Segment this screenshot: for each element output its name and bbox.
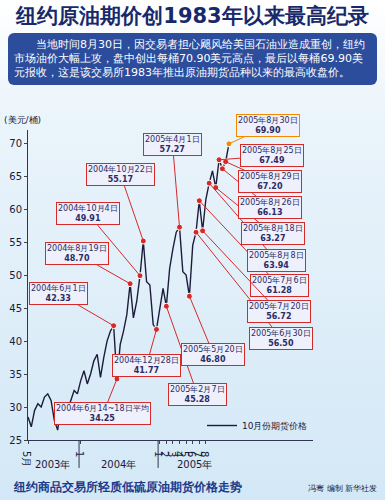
svg-text:1: 1 (74, 451, 85, 457)
svg-text:50: 50 (9, 270, 22, 281)
svg-text:2005年8月26日66.13: 2005年8月26日66.13 (240, 198, 300, 217)
svg-text:40: 40 (9, 336, 22, 347)
svg-text:2005年8月30日69.90: 2005年8月30日69.90 (238, 116, 298, 135)
svg-text:1: 1 (153, 451, 164, 457)
svg-text:2005年2月7日45.28: 2005年2月7日45.28 (170, 385, 225, 404)
svg-text:2004年: 2004年 (101, 459, 136, 470)
svg-text:2004年6月14~18日平均34.25: 2004年6月14~18日平均34.25 (56, 404, 149, 423)
svg-text:3: 3 (166, 451, 177, 457)
svg-text:5: 5 (179, 451, 190, 457)
svg-text:2005年7月20日56.72: 2005年7月20日56.72 (249, 302, 309, 321)
svg-text:2004年10月22日55.17: 2004年10月22日55.17 (88, 165, 153, 184)
svg-text:2004年12月28日41.77: 2004年12月28日41.77 (114, 356, 179, 375)
svg-text:2004年10月4日49.91: 2004年10月4日49.91 (58, 204, 118, 223)
svg-text:30: 30 (9, 402, 22, 413)
svg-text:(美元/桶): (美元/桶) (4, 115, 41, 125)
svg-text:5月: 5月 (21, 451, 32, 467)
svg-text:4: 4 (173, 451, 184, 457)
svg-text:2005年8月18日63.27: 2005年8月18日63.27 (243, 224, 303, 243)
svg-text:7: 7 (192, 451, 203, 457)
svg-text:2005年6月30日56.50: 2005年6月30日56.50 (251, 329, 311, 348)
html-text:当地时间8月30日，因交易者担心飓风给美国石油业造成重创，纽: 当地时间8月30日，因交易者担心飓风给美国石油业造成重创，纽约市场油价大幅上攻，… (14, 38, 365, 79)
svg-text:2005年8月25日67.49: 2005年8月25日67.49 (242, 146, 302, 165)
svg-text:2005年7月6日61.28: 2005年7月6日61.28 (252, 276, 307, 295)
svg-text:2005年8月8日63.94: 2005年8月8日63.94 (249, 251, 304, 270)
svg-text:2005年5月20日46.80: 2005年5月20日46.80 (183, 345, 243, 364)
svg-text:2004年8月19日48.70: 2004年8月19日48.70 (47, 244, 107, 263)
svg-text:45: 45 (9, 303, 22, 314)
svg-text:6: 6 (186, 451, 197, 457)
svg-text:2005年8月29日67.20: 2005年8月29日67.20 (240, 172, 300, 191)
svg-text:2: 2 (159, 451, 170, 457)
html-text:纽约原油期价创1983年以来最高纪录: 纽约原油期价创1983年以来最高纪录 (16, 4, 369, 28)
svg-text:8: 8 (199, 451, 210, 457)
svg-text:2005年: 2005年 (177, 459, 212, 470)
svg-text:冯骞 编制 新华社发: 冯骞 编制 新华社发 (308, 484, 377, 493)
svg-text:35: 35 (9, 369, 22, 380)
svg-text:65: 65 (9, 171, 22, 182)
svg-text:2004年6月1日42.33: 2004年6月1日42.33 (31, 284, 86, 303)
svg-text:10月份期货价格: 10月份期货价格 (242, 421, 307, 431)
svg-text:60: 60 (9, 204, 22, 215)
svg-text:55: 55 (9, 237, 22, 248)
svg-text:25: 25 (9, 435, 22, 446)
svg-text:纽约商品交易所轻质低硫原油期货价格走势: 纽约商品交易所轻质低硫原油期货价格走势 (13, 480, 242, 494)
svg-text:2005年4月1日57.27: 2005年4月1日57.27 (145, 135, 200, 154)
svg-text:70: 70 (9, 138, 22, 149)
svg-text:2003年: 2003年 (35, 459, 70, 470)
